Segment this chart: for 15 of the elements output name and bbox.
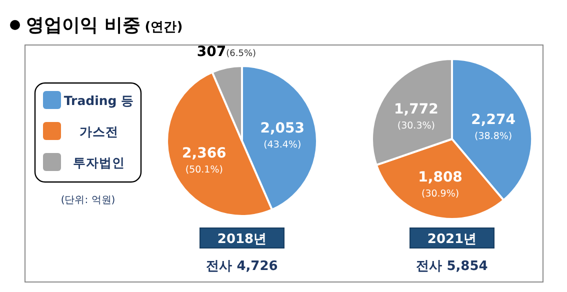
legend-label: 투자법인 [73,155,125,170]
text: 전사 5,854 [416,259,488,274]
text: 전사 4,726 [206,259,278,274]
legend-label: 가스전 [80,124,118,139]
data-label: 2,274 (38.8%) [471,112,516,142]
text: 2018년 [217,232,267,247]
text: 2021년 [427,232,477,247]
data-label: 1,772 (30.3%) [394,101,438,132]
legend-label: Trading 등 [64,93,134,108]
data-label: 2,053 (43.4%) [260,120,305,151]
text: (단위: 억원) [60,195,116,206]
data-label: 2,366 (50.1%) [182,145,226,176]
chart-title: 영업이익 비중 (연간) [26,15,183,36]
data-label: 307(6.5%) [196,44,256,60]
data-label: 1,808 (30.9%) [418,169,462,200]
